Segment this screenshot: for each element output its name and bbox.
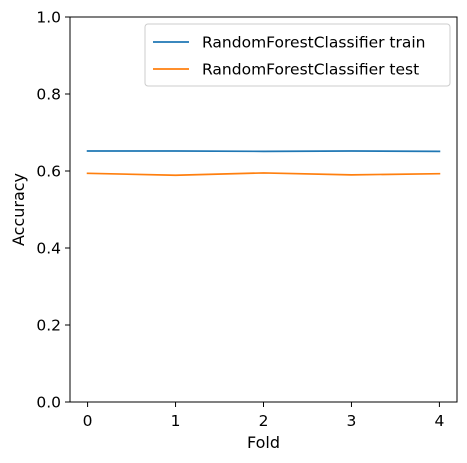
legend-label: RandomForestClassifier test: [202, 61, 419, 79]
y-tick-label: 0.2: [36, 317, 61, 335]
y-axis-title: Accuracy: [9, 173, 28, 246]
legend: RandomForestClassifier train RandomForest…: [144, 23, 451, 87]
x-tick-label: 3: [347, 412, 357, 430]
x-tick-label: 2: [259, 412, 269, 430]
legend-frame: [144, 23, 451, 87]
y-tick-label: 0.0: [36, 394, 61, 412]
series-layer: [86, 150, 441, 177]
legend-items: RandomForestClassifier train RandomForest…: [153, 34, 426, 79]
x-tick-label: 4: [434, 412, 444, 430]
y-tick-label: 1.0: [36, 9, 61, 27]
x-tick-label: 0: [83, 412, 93, 430]
y-tick-label: 0.6: [36, 163, 61, 181]
y-ticks: 0.0 0.2 0.4 0.6 0.8 1.0: [36, 9, 70, 412]
y-tick-label: 0.4: [36, 240, 61, 258]
y-tick-label: 0.8: [36, 86, 61, 104]
x-axis-title: Fold: [247, 433, 280, 452]
x-ticks: 0 1 2 3 4: [83, 402, 444, 430]
x-tick-label: 1: [171, 412, 181, 430]
legend-label: RandomForestClassifier train: [202, 34, 426, 52]
series-line-test: [86, 172, 441, 177]
